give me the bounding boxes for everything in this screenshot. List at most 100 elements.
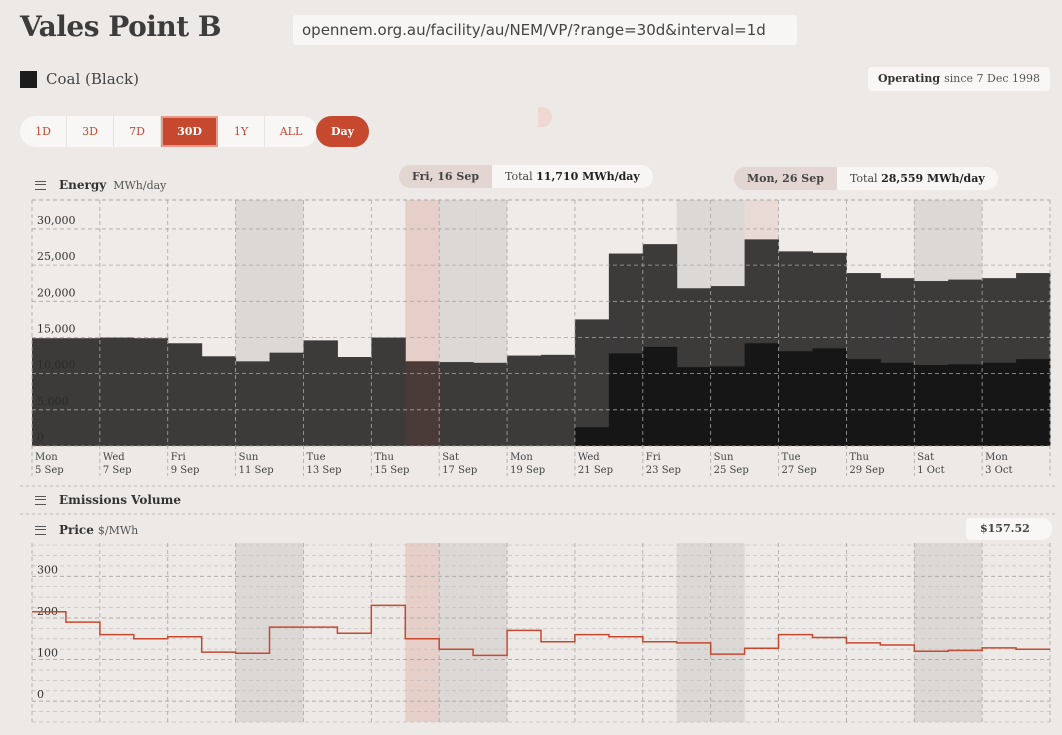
- price-current-badge: $157.52: [966, 518, 1052, 540]
- energy-bar-base: [948, 364, 983, 446]
- x-tick-day: Tue: [306, 452, 325, 463]
- x-tick-day: Mon: [35, 452, 58, 463]
- energy-chart-title: Energy: [59, 178, 107, 192]
- range-button-1d[interactable]: 1D: [20, 116, 67, 147]
- legend-label: Coal (Black): [46, 70, 139, 88]
- tooltip-total-value: 11,710 MWh/day: [536, 170, 640, 183]
- weekend-band: [235, 543, 270, 722]
- energy-bar-base: [914, 364, 949, 446]
- x-tick-day: Fri: [646, 452, 661, 463]
- energy-bar-base: [812, 348, 847, 446]
- x-tick-date: 11 Sep: [239, 465, 274, 476]
- energy-bar: [337, 357, 372, 446]
- energy-bar: [133, 338, 169, 446]
- y-tick-label: 15,000: [37, 322, 76, 335]
- y-tick-label: 30,000: [37, 214, 76, 227]
- weekend-band: [948, 543, 983, 722]
- energy-bar-base: [608, 353, 644, 446]
- energy-bar-base: [982, 362, 1017, 446]
- focus-tooltip-date: Mon, 26 Sep: [734, 167, 837, 190]
- y-tick-label: 300: [37, 563, 58, 576]
- x-tick-date: 23 Sep: [646, 465, 681, 476]
- energy-bar-base: [846, 359, 881, 446]
- x-tick-date: 17 Sep: [442, 465, 477, 476]
- x-tick-day: Thu: [374, 452, 394, 463]
- x-tick-day: Sun: [239, 452, 259, 463]
- range-button-3d[interactable]: 3D: [67, 116, 114, 147]
- x-tick-day: Mon: [985, 452, 1008, 463]
- energy-bar-base: [744, 343, 780, 446]
- url-bar[interactable]: opennem.org.au/facility/au/NEM/VP/?range…: [293, 15, 797, 45]
- range-button-30d[interactable]: 30D: [161, 116, 218, 147]
- x-tick-date: 25 Sep: [714, 465, 749, 476]
- x-tick-date: 7 Sep: [103, 465, 132, 476]
- fuel-legend[interactable]: Coal (Black): [20, 70, 139, 88]
- energy-bar: [99, 337, 135, 446]
- x-tick-day: Sat: [442, 452, 459, 463]
- energy-chart-header: Energy MWh/day: [35, 178, 166, 192]
- status-badge: Operating since 7 Dec 1998: [867, 67, 1050, 91]
- x-tick-date: 9 Sep: [171, 465, 200, 476]
- y-tick-label: 10,000: [37, 359, 76, 372]
- energy-bar-base: [880, 362, 915, 446]
- menu-icon[interactable]: [35, 180, 46, 190]
- x-tick-day: Wed: [578, 452, 600, 463]
- x-tick-day: Sat: [917, 452, 934, 463]
- energy-bar-base: [676, 367, 712, 446]
- energy-bar: [235, 361, 271, 446]
- tooltip-date: Fri, 16 Sep: [399, 165, 493, 188]
- y-tick-label: 0: [37, 431, 44, 444]
- energy-chart[interactable]: 30,000 25,000 20,000 15,000 10,000 5,000 0 Mon 5…: [31, 199, 1051, 476]
- coal-black-swatch: [20, 70, 37, 88]
- energy-bar-base: [1016, 359, 1051, 446]
- x-tick-date: 13 Sep: [306, 465, 341, 476]
- x-tick-date: 5 Sep: [35, 465, 64, 476]
- weekend-band: [473, 543, 508, 722]
- x-tick-day: Fri: [171, 452, 186, 463]
- x-tick-day: Mon: [510, 452, 533, 463]
- energy-bar-base: [710, 366, 746, 446]
- y-tick-label: 100: [37, 647, 58, 660]
- energy-bar: [32, 338, 67, 446]
- hover-tooltip: Fri, 16 Sep Total 11,710 MWh/day: [399, 165, 653, 188]
- weekend-band: [676, 543, 711, 722]
- weekend-band: [914, 543, 949, 722]
- price-chart-unit: $/MWh: [97, 523, 139, 537]
- emissions-chart-header[interactable]: Emissions Volume: [35, 493, 181, 507]
- emissions-chart-title: Emissions Volume: [59, 493, 181, 507]
- price-chart-header: Price $/MWh: [35, 523, 138, 537]
- loading-indicator: [538, 107, 552, 127]
- focus-tooltip-total: Total 28,559 MWh/day: [836, 167, 998, 190]
- x-tick-day: Thu: [849, 452, 869, 463]
- energy-bar: [371, 337, 406, 446]
- energy-bar: [201, 356, 237, 446]
- status-since: since 7 Dec 1998: [944, 72, 1040, 85]
- energy-bar: [405, 361, 440, 446]
- interval-button-day[interactable]: Day: [316, 116, 369, 147]
- menu-icon[interactable]: [35, 495, 46, 505]
- x-tick-date: 15 Sep: [374, 465, 409, 476]
- x-tick-date: 19 Sep: [510, 465, 545, 476]
- energy-bar: [303, 340, 338, 446]
- x-tick-date: 21 Sep: [578, 465, 613, 476]
- range-button-all[interactable]: ALL: [279, 125, 303, 138]
- y-tick-label: 0: [37, 688, 44, 701]
- hover-band: [405, 543, 440, 722]
- price-line: [32, 604, 1050, 657]
- focus-tooltip-total-value: 28,559 MWh/day: [881, 172, 985, 185]
- y-tick-label: 5,000: [37, 395, 69, 408]
- x-tick-day: Tue: [782, 452, 801, 463]
- energy-bar: [473, 362, 508, 446]
- energy-bar-base: [642, 346, 678, 446]
- range-button-1y[interactable]: 1Y: [218, 116, 265, 147]
- menu-icon[interactable]: [35, 525, 46, 535]
- weekend-band: [269, 543, 304, 722]
- status-state: Operating: [877, 72, 941, 85]
- energy-chart-unit: MWh/day: [113, 178, 167, 192]
- range-button-7d[interactable]: 7D: [114, 116, 161, 147]
- y-tick-label: 20,000: [37, 286, 76, 299]
- x-tick-date: 1 Oct: [917, 465, 944, 476]
- x-tick-date: 29 Sep: [849, 465, 884, 476]
